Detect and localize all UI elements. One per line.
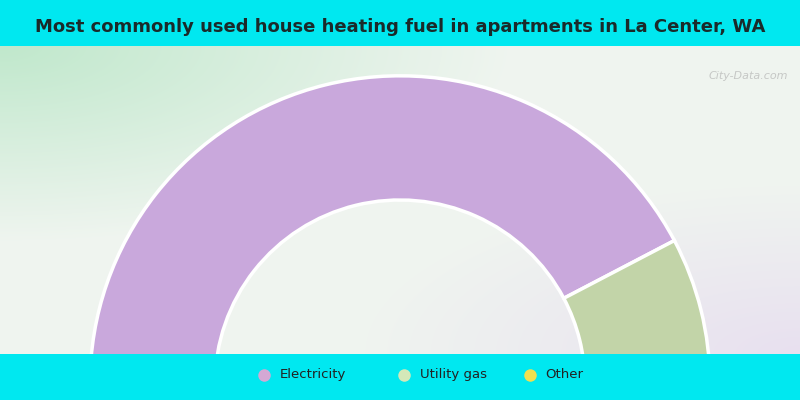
Text: Electricity: Electricity (280, 368, 346, 381)
Text: Utility gas: Utility gas (420, 368, 487, 381)
Wedge shape (564, 240, 710, 384)
Text: City-Data.com: City-Data.com (709, 71, 788, 81)
Text: Other: Other (546, 368, 584, 381)
Wedge shape (90, 76, 674, 384)
Text: Most commonly used house heating fuel in apartments in La Center, WA: Most commonly used house heating fuel in… (35, 18, 765, 36)
